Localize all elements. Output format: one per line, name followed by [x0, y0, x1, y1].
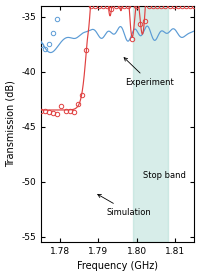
X-axis label: Frequency (GHz): Frequency (GHz)	[77, 261, 158, 271]
Y-axis label: Transmission (dB): Transmission (dB)	[6, 80, 16, 167]
Bar	[133, 6, 168, 242]
Text: Stop band: Stop band	[143, 171, 185, 179]
Text: Simulation: Simulation	[98, 194, 151, 217]
Text: Experiment: Experiment	[124, 58, 174, 87]
